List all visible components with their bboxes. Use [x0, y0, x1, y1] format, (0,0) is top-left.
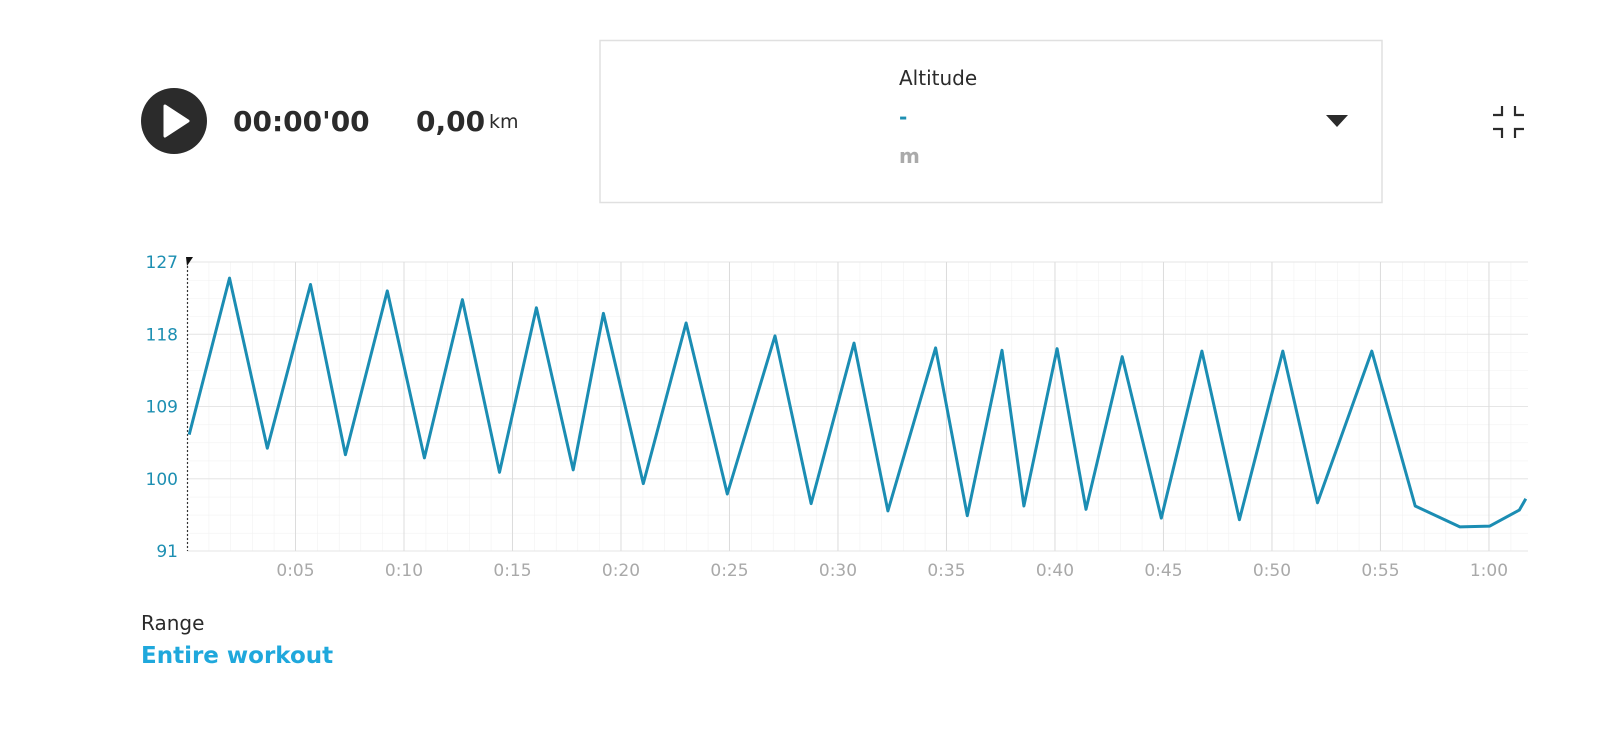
metric-unit: m — [899, 144, 920, 168]
dropdown-arrow — [1326, 115, 1348, 127]
x-tick-label: 0:20 — [602, 561, 640, 581]
x-tick-label: 0:40 — [1036, 561, 1074, 581]
x-tick-label: 0:25 — [710, 561, 748, 581]
y-tick-label: 100 — [146, 470, 178, 490]
cursor-marker[interactable] — [186, 257, 193, 266]
range-value[interactable]: Entire workout — [141, 643, 333, 669]
y-tick-label: 118 — [146, 325, 178, 345]
x-tick-label: 0:10 — [385, 561, 423, 581]
x-tick-label: 0:30 — [819, 561, 857, 581]
x-tick-label: 1:00 — [1470, 561, 1508, 581]
metric-value: - — [899, 105, 907, 129]
y-tick-label: 91 — [156, 542, 178, 562]
x-tick-label: 0:55 — [1361, 561, 1399, 581]
metric-dropdown[interactable]: Altitude - m — [599, 39, 1383, 204]
y-tick-label: 127 — [146, 253, 178, 273]
metric-label: Altitude — [899, 66, 977, 90]
x-tick-label: 0:35 — [927, 561, 965, 581]
range-label: Range — [141, 611, 204, 635]
distance: 0,00 — [416, 105, 485, 138]
exit-fullscreen[interactable] — [1493, 106, 1524, 138]
distance-unit: km — [489, 111, 519, 133]
x-tick-label: 0:45 — [1144, 561, 1182, 581]
y-tick-label: 109 — [146, 398, 178, 418]
x-tick-label: 0:50 — [1253, 561, 1291, 581]
time: 00:00'00 — [233, 105, 370, 138]
x-tick-label: 0:15 — [493, 561, 531, 581]
play-button[interactable] — [141, 88, 207, 154]
altitude-line — [187, 276, 1528, 529]
x-tick-label: 0:05 — [276, 561, 314, 581]
